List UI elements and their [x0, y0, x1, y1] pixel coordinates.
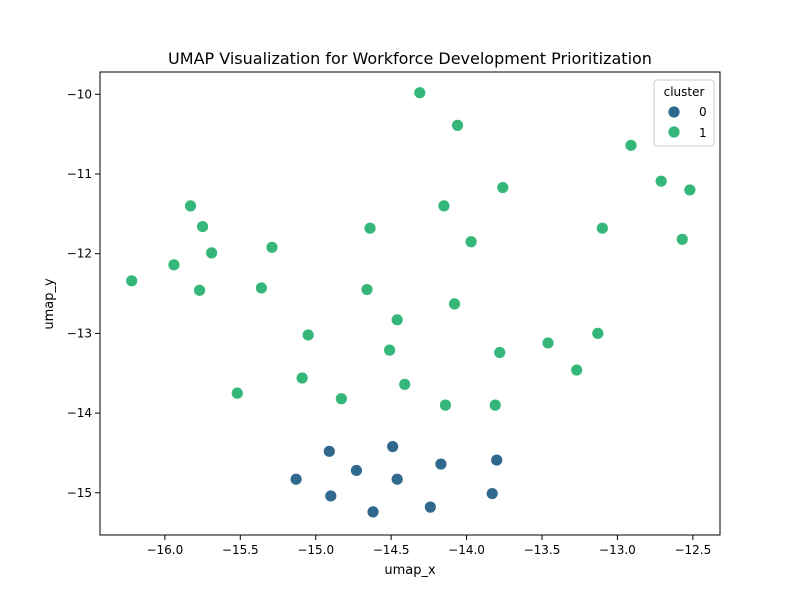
- x-tick-label: −13.5: [524, 543, 561, 557]
- scatter-point-cluster-0: [490, 453, 504, 467]
- legend-marker-1: [667, 125, 681, 139]
- scatter-point-cluster-0: [434, 457, 448, 471]
- points-layer: [125, 86, 697, 519]
- scatter-point-cluster-1: [654, 174, 668, 188]
- plot-area: [99, 71, 721, 536]
- scatter-point-cluster-1: [383, 343, 397, 357]
- scatter-point-cluster-1: [255, 281, 268, 295]
- scatter-point-cluster-0: [485, 487, 499, 500]
- scatter-point-cluster-1: [624, 138, 638, 152]
- scatter-point-cluster-1: [301, 328, 315, 342]
- scatter-point-cluster-1: [265, 240, 279, 254]
- y-tick-label: −12: [67, 247, 92, 261]
- y-tick-label: −14: [67, 406, 92, 420]
- scatter-point-cluster-1: [125, 274, 139, 288]
- y-tick-label: −11: [67, 167, 92, 181]
- scatter-point-cluster-1: [334, 392, 348, 406]
- scatter-point-cluster-1: [360, 283, 374, 296]
- y-axis-label: umap_y: [42, 278, 57, 330]
- scatter-point-cluster-1: [184, 199, 197, 213]
- scatter-point-cluster-1: [363, 221, 377, 235]
- x-tick-label: −16.0: [146, 543, 183, 557]
- scatter-point-cluster-1: [398, 377, 412, 391]
- scatter-point-cluster-1: [541, 336, 555, 350]
- legend: cluster 0 1: [653, 79, 715, 147]
- scatter-point-cluster-1: [230, 386, 244, 400]
- scatter-point-cluster-1: [205, 246, 219, 260]
- scatter-point-cluster-0: [423, 500, 437, 514]
- scatter-point-cluster-1: [683, 183, 697, 197]
- scatter-point-cluster-1: [591, 326, 605, 340]
- x-tick-label: −12.5: [674, 543, 711, 557]
- scatter-point-cluster-1: [295, 371, 309, 385]
- legend-title: cluster: [664, 85, 705, 99]
- scatter-point-cluster-1: [437, 199, 451, 213]
- scatter-point-cluster-1: [496, 181, 510, 194]
- legend-label-0: 0: [699, 105, 707, 119]
- scatter-point-cluster-1: [675, 232, 689, 246]
- scatter-point-cluster-1: [196, 220, 209, 233]
- scatter-point-cluster-1: [451, 118, 464, 132]
- x-tick-label: −15.5: [222, 543, 259, 557]
- x-axis: −16.0 −15.5 −15.0 −14.5 −14.0 −13.5 −13.0 −12.5: [146, 535, 711, 557]
- scatter-point-cluster-0: [386, 440, 400, 453]
- scatter-point-cluster-0: [324, 489, 338, 503]
- scatter-point-cluster-0: [322, 444, 336, 458]
- scatter-point-cluster-1: [439, 398, 452, 412]
- scatter-point-cluster-0: [366, 505, 380, 519]
- scatter-point-cluster-1: [413, 86, 427, 100]
- scatter-point-cluster-1: [464, 235, 478, 249]
- scatter-point-cluster-1: [595, 221, 609, 235]
- scatter-point-cluster-1: [167, 258, 181, 272]
- scatter-point-cluster-1: [493, 346, 507, 359]
- legend-label-1: 1: [699, 126, 707, 140]
- scatter-point-cluster-0: [390, 472, 404, 486]
- y-tick-label: −10: [67, 87, 92, 101]
- scatter-point-cluster-1: [488, 398, 502, 412]
- x-axis-label: umap_x: [384, 563, 436, 578]
- x-tick-label: −13.0: [599, 543, 636, 557]
- scatter-point-cluster-1: [448, 297, 461, 311]
- y-tick-label: −13: [67, 326, 92, 340]
- y-tick-label: −15: [67, 486, 92, 500]
- chart-title: UMAP Visualization for Workforce Develop…: [168, 49, 652, 68]
- x-tick-label: −14.0: [448, 543, 485, 557]
- x-tick-label: −15.0: [297, 543, 334, 557]
- scatter-point-cluster-1: [570, 363, 584, 377]
- scatter-point-cluster-0: [350, 464, 363, 477]
- x-tick-label: −14.5: [373, 543, 410, 557]
- scatter-point-cluster-1: [390, 313, 404, 327]
- legend-marker-0: [667, 105, 681, 119]
- scatter-point-cluster-1: [193, 283, 206, 297]
- scatter-point-cluster-0: [289, 472, 303, 486]
- y-axis: −15 −14 −13 −12 −11 −10: [67, 87, 100, 500]
